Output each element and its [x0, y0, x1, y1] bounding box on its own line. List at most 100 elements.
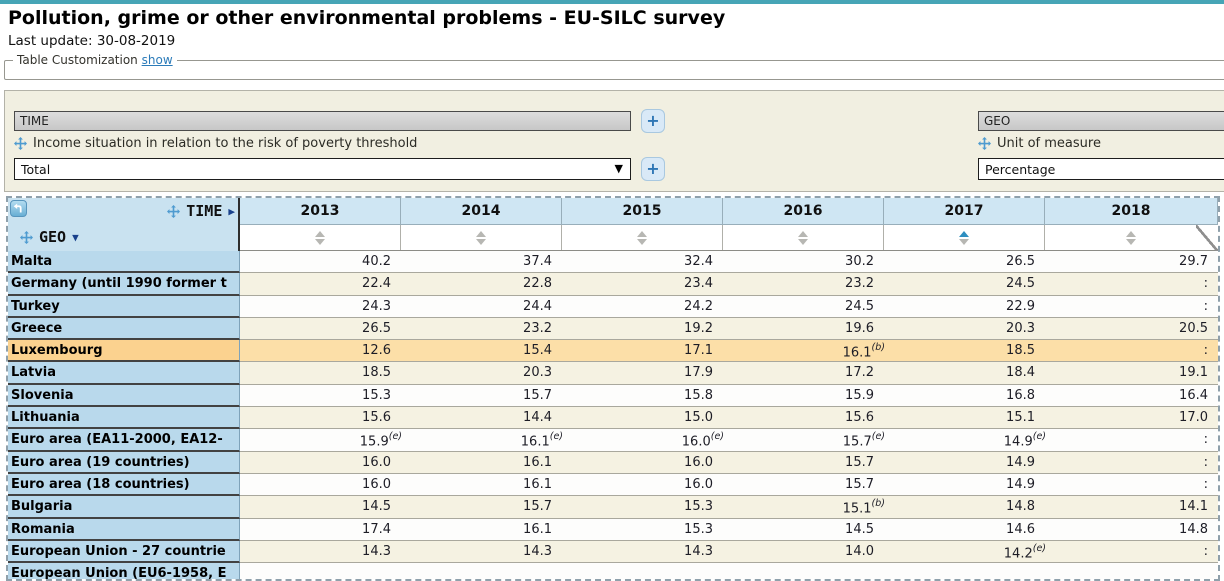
data-cell: 23.4 [562, 273, 723, 296]
data-cell: 14.3 [401, 540, 562, 564]
row-header[interactable]: Greece [8, 317, 240, 341]
data-cell: 24.5 [884, 273, 1045, 296]
row-header[interactable]: Euro area (18 countries) [8, 473, 240, 497]
unit-select[interactable]: Percentage [978, 158, 1224, 180]
geo-axis-header[interactable]: GEO ▼ [20, 228, 79, 246]
sort-up-icon[interactable] [1126, 230, 1136, 237]
table-row: Malta 40.2 37.4 32.4 30.2 26.5 29.7 [8, 251, 1218, 274]
geo-dimension-bar[interactable]: GEO [978, 111, 1224, 131]
sort-up-icon[interactable] [798, 230, 808, 237]
data-cell: 15.9(e) [240, 429, 402, 452]
time-expand-icon[interactable]: ▶ [228, 204, 235, 218]
sort-down-icon[interactable] [959, 238, 969, 245]
table-row: Euro area (19 countries) 16.0 16.1 16.0 15.7… [8, 451, 1218, 474]
data-cell: 16.8 [884, 384, 1045, 408]
sort-down-icon[interactable] [476, 238, 486, 245]
show-link[interactable]: show [141, 53, 173, 67]
row-header[interactable]: European Union (EU6-1958, E [8, 563, 240, 579]
sort-down-icon[interactable] [315, 238, 325, 245]
sort-up-icon[interactable] [959, 230, 969, 237]
row-header[interactable]: Bulgaria [8, 496, 240, 519]
time-axis-header[interactable]: TIME ▶ [167, 202, 235, 220]
row-header[interactable]: Slovenia [8, 384, 240, 408]
row-header[interactable]: Malta [8, 251, 240, 274]
sort-control-2017[interactable] [884, 225, 1045, 250]
year-header-2013[interactable]: 2013 [240, 198, 401, 224]
data-cell: 19.2 [562, 317, 723, 341]
data-cell: : [1045, 273, 1218, 296]
year-header-2015[interactable]: 2015 [562, 198, 723, 224]
row-header[interactable]: Euro area (19 countries) [8, 451, 240, 474]
data-cell: 18.4 [884, 362, 1045, 385]
year-header-2018[interactable]: 2018 [1045, 198, 1218, 224]
sort-control-2013[interactable] [240, 225, 401, 250]
data-cell: 19.6 [723, 317, 884, 341]
data-cell: 15.6 [723, 407, 884, 430]
data-cell: 16.0 [562, 451, 723, 474]
data-cell [723, 563, 884, 579]
value-flag: (b) [871, 498, 885, 510]
table-row: Slovenia 15.3 15.7 15.8 15.9 16.8 16.4 [8, 384, 1218, 408]
data-cell: : [1045, 295, 1218, 318]
data-cell: 14.6 [884, 518, 1045, 541]
sort-down-icon[interactable] [637, 238, 647, 245]
data-cell: 24.4 [401, 295, 562, 318]
sort-up-icon[interactable] [476, 230, 486, 237]
row-header[interactable]: Lithuania [8, 407, 240, 430]
year-header-2016[interactable]: 2016 [723, 198, 884, 224]
data-cell: 15.7 [723, 473, 884, 497]
time-dimension-bar[interactable]: TIME [14, 111, 631, 131]
data-cell: : [1045, 429, 1218, 452]
sort-up-icon[interactable] [315, 230, 325, 237]
dimension-panel: TIME + Income situation in relation to t… [4, 90, 1224, 192]
unit-dimension-label: Unit of measure [978, 136, 1101, 151]
value-flag: (e) [710, 431, 724, 443]
sort-control-2015[interactable] [562, 225, 723, 250]
value-flag: (e) [871, 431, 885, 443]
data-cell: 17.9 [562, 362, 723, 385]
data-cell: 14.1 [1045, 496, 1218, 519]
fold-corner [1196, 225, 1218, 251]
data-cell: : [1045, 451, 1218, 474]
year-header-2017[interactable]: 2017 [884, 198, 1045, 224]
table-row: Euro area (EA11-2000, EA12- 15.9(e) 16.1(e… [8, 429, 1218, 452]
pivot-icon[interactable] [10, 200, 27, 217]
table-row: Greece 26.5 23.2 19.2 19.6 20.3 20.5 [8, 317, 1218, 341]
row-header[interactable]: Latvia [8, 362, 240, 385]
data-cell: 15.3 [240, 384, 401, 408]
geo-collapse-icon[interactable]: ▼ [72, 230, 79, 244]
add-time-button[interactable]: + [641, 109, 665, 133]
data-cell: 15.1(b) [723, 496, 885, 519]
table-row: Latvia 18.5 20.3 17.9 17.2 18.4 19.1 [8, 362, 1218, 385]
data-cell: 23.2 [723, 273, 884, 296]
year-columns-header: 2013 2014 2015 2016 2017 2018 [240, 198, 1218, 251]
row-header[interactable]: European Union - 27 countrie [8, 540, 240, 564]
row-header[interactable]: Turkey [8, 295, 240, 318]
move-icon [167, 204, 181, 218]
data-cell: 16.1 [401, 518, 562, 541]
data-cell: 22.4 [240, 273, 401, 296]
income-select[interactable]: Total ▼ [14, 158, 631, 180]
data-cell: : [1045, 340, 1218, 363]
sort-control-2016[interactable] [723, 225, 884, 250]
sort-down-icon[interactable] [798, 238, 808, 245]
sort-control-2014[interactable] [401, 225, 562, 250]
year-header-2014[interactable]: 2014 [401, 198, 562, 224]
row-header[interactable]: Romania [8, 518, 240, 541]
data-cell: 14.3 [562, 540, 723, 564]
sort-up-icon[interactable] [637, 230, 647, 237]
data-cell: 14.9 [884, 473, 1045, 497]
income-dimension-label: Income situation in relation to the risk… [14, 136, 417, 151]
data-table: TIME ▶ GEO ▼ 2013 2014 2015 2016 2017 2018 Ma… [6, 196, 1220, 581]
data-cell: 15.6 [240, 407, 401, 430]
row-header[interactable]: Germany (until 1990 former t [8, 273, 240, 296]
sort-down-icon[interactable] [1126, 238, 1136, 245]
data-cell: 20.5 [1045, 317, 1218, 341]
add-income-button[interactable]: + [641, 157, 665, 181]
table-row: European Union - 27 countrie 14.3 14.3 14.3… [8, 540, 1218, 564]
sort-control-2018[interactable] [1045, 225, 1218, 250]
data-cell: 14.8 [1045, 518, 1218, 541]
row-header[interactable]: Euro area (EA11-2000, EA12- [8, 429, 240, 452]
row-header[interactable]: Luxembourg [8, 340, 240, 363]
data-cell: 23.2 [401, 317, 562, 341]
